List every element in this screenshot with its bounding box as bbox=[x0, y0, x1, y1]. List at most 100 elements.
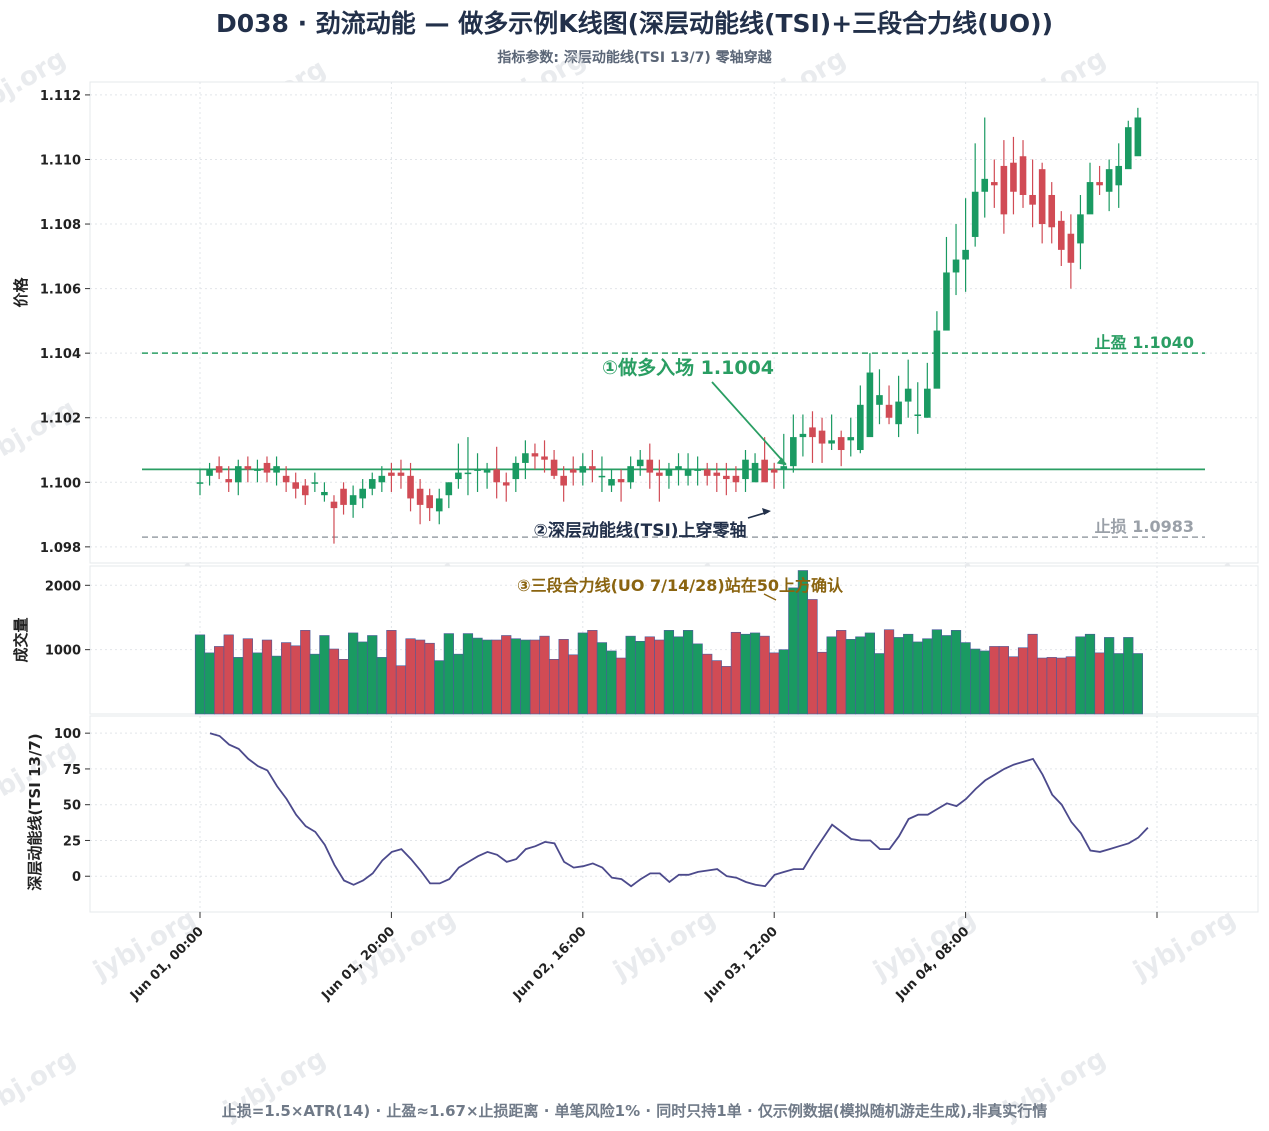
entry-arrow-head bbox=[776, 457, 787, 466]
volume-bar bbox=[453, 653, 464, 715]
price-ytick-label: 1.112 bbox=[40, 89, 81, 104]
candle-body bbox=[761, 459, 768, 483]
volume-bar bbox=[395, 665, 407, 715]
volume-ytick-label: 2000 bbox=[45, 579, 81, 594]
candle-body bbox=[388, 472, 395, 476]
uo-arrow bbox=[763, 593, 777, 601]
candle-body bbox=[560, 475, 567, 486]
volume-bar bbox=[1017, 647, 1029, 715]
volume-bar bbox=[950, 630, 962, 715]
candle-body bbox=[263, 462, 271, 473]
candle-body bbox=[215, 466, 223, 473]
candle-body bbox=[847, 437, 855, 441]
candle-body bbox=[837, 437, 845, 451]
volume-bar bbox=[491, 639, 502, 715]
tsi-cross-arrow-head bbox=[762, 508, 771, 515]
candle-body bbox=[206, 469, 213, 476]
candle-body bbox=[962, 249, 969, 260]
tsi-frame bbox=[89, 715, 1259, 913]
volume-ytick-label: 1000 bbox=[45, 644, 81, 659]
volume-bar bbox=[520, 639, 531, 715]
candle-body bbox=[713, 472, 721, 476]
volume-bar bbox=[1084, 633, 1096, 715]
candle-body bbox=[483, 469, 491, 473]
candle-body bbox=[751, 462, 759, 483]
tsi-ytick-label: 0 bbox=[72, 870, 81, 885]
candle-body bbox=[541, 456, 548, 460]
price-ytick-label: 1.110 bbox=[40, 153, 81, 168]
candle-body bbox=[608, 479, 615, 486]
candle-body bbox=[703, 469, 711, 476]
volume-bar bbox=[1037, 657, 1048, 715]
price-ytick-label: 1.104 bbox=[40, 347, 81, 362]
candle-body bbox=[684, 469, 692, 476]
volume-bar bbox=[912, 641, 923, 715]
volume-bar bbox=[836, 630, 847, 715]
candle-body bbox=[464, 472, 472, 475]
candle-body bbox=[321, 491, 328, 496]
candle-body bbox=[828, 440, 835, 444]
candle-body bbox=[522, 453, 529, 463]
volume-bar bbox=[367, 635, 378, 715]
candle-body bbox=[866, 372, 874, 438]
candle-body bbox=[589, 466, 596, 470]
candle-body bbox=[435, 498, 443, 512]
volume-axis-label: 成交量 bbox=[12, 617, 30, 662]
volume-bar bbox=[223, 634, 234, 715]
volume-bar bbox=[596, 642, 608, 715]
volume-bar bbox=[558, 639, 569, 715]
candle-body bbox=[943, 272, 950, 331]
candle-body bbox=[1058, 220, 1065, 250]
candle-body bbox=[282, 475, 290, 483]
price-ytick-label: 1.108 bbox=[40, 218, 81, 233]
volume-bar bbox=[883, 629, 895, 715]
candle-body bbox=[742, 459, 749, 480]
volume-bar bbox=[682, 630, 694, 715]
volume-bar bbox=[644, 636, 655, 715]
chart-footer-note: 止损=1.5×ATR(14) · 止盈≈1.67×止损距离 · 单笔风险1% ·… bbox=[221, 1102, 1048, 1120]
candle-body bbox=[330, 501, 338, 509]
candle-body bbox=[991, 182, 998, 186]
candle-body bbox=[531, 453, 539, 457]
candle-body bbox=[1096, 182, 1103, 186]
volume-bar bbox=[290, 645, 301, 715]
tsi-cross-annotation: ②深层动能线(TSI)上穿零轴 bbox=[533, 520, 746, 541]
volume-bar bbox=[300, 630, 311, 715]
candle-body bbox=[904, 388, 912, 402]
candle-body bbox=[1134, 117, 1142, 157]
candle-body bbox=[311, 482, 319, 484]
candle-body bbox=[598, 475, 606, 478]
candle-body bbox=[914, 414, 922, 417]
candle-body bbox=[895, 401, 902, 425]
tsi-axis-label: 深层动能线(TSI 13/7) bbox=[26, 733, 44, 890]
candle-body bbox=[780, 466, 788, 470]
candle-body bbox=[397, 472, 405, 476]
volume-bar bbox=[1008, 656, 1019, 715]
volume-bar bbox=[261, 639, 273, 715]
price-ytick-label: 1.098 bbox=[40, 541, 81, 556]
price-panel: 1.098 1.100 1.102 1.104 1.106 1.108 1.110 1.112… bbox=[12, 81, 1259, 564]
candle-body bbox=[627, 466, 634, 483]
x-tick-label: Jun 03, 12:00 bbox=[701, 924, 781, 1004]
candle-body bbox=[234, 466, 242, 483]
volume-bar bbox=[1075, 636, 1086, 715]
tsi-line bbox=[209, 732, 1149, 888]
candle-body bbox=[340, 488, 347, 505]
volume-bar bbox=[931, 629, 942, 715]
price-frame bbox=[89, 81, 1259, 564]
candle-body bbox=[416, 488, 424, 505]
volume-bar bbox=[529, 639, 541, 715]
tsi-ytick-label: 50 bbox=[63, 799, 81, 814]
volume-bar bbox=[204, 652, 215, 715]
candle-body bbox=[1124, 127, 1132, 170]
watermark-text: jybj.org bbox=[0, 394, 81, 477]
volume-bar bbox=[214, 646, 225, 715]
volume-bar bbox=[721, 666, 732, 715]
candle-body bbox=[292, 482, 299, 489]
chart-title: D038 · 劲流动能 — 做多示例K线图(深层动能线(TSI)+三段合力线(U… bbox=[215, 9, 1054, 38]
volume-bar bbox=[903, 633, 914, 715]
entry-arrow bbox=[711, 381, 787, 465]
volume-bar bbox=[319, 635, 330, 715]
candle-body bbox=[349, 495, 357, 505]
candle-body bbox=[933, 330, 941, 389]
